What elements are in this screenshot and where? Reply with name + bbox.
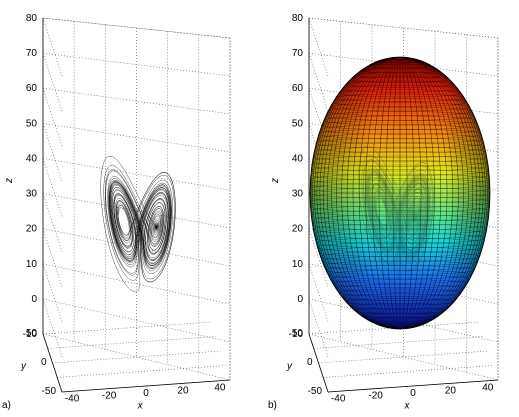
panel-a: -10 0 10 20 30 40 50 60 70 80 -40 -20 0 20 40 -50 0 50 z x y: [4, 13, 231, 412]
z-tick-label: 60: [292, 83, 304, 94]
z-gridline: [42, 228, 63, 287]
x-tick-label: 40: [482, 383, 494, 394]
floor-gridline: [323, 365, 494, 378]
axis-edge: [42, 17, 231, 39]
x-axis-label: x: [137, 401, 144, 412]
floor-gridline: [313, 336, 484, 349]
z-gridline: [308, 88, 329, 147]
axis-edge: [308, 333, 329, 393]
panel-label-b: b): [268, 400, 277, 411]
y-tick-label: -50: [42, 386, 57, 397]
z-tick-label: 0: [297, 294, 303, 305]
z-tick-label: -10: [289, 329, 304, 340]
x-tick-label: 40: [214, 383, 226, 394]
z-gridline: [42, 53, 63, 112]
z-axis-label: z: [4, 178, 15, 184]
axis-edge: [42, 333, 63, 393]
z-tick-label: 10: [26, 259, 38, 270]
z-gridline: [42, 193, 63, 252]
z-gridline: [42, 298, 63, 357]
z-tick-label: 50: [292, 118, 304, 129]
z-gridline: [308, 263, 329, 322]
z-tick-label: 80: [26, 13, 38, 24]
z-gridline: [42, 263, 231, 305]
x-tick-label: 20: [445, 385, 457, 396]
z-tick-label: 40: [292, 153, 304, 164]
y-tick-label: 0: [307, 357, 313, 368]
z-gridline: [42, 158, 63, 217]
axis-edge: [327, 379, 499, 393]
y-axis-label: y: [20, 361, 27, 372]
x-tick-label: -20: [368, 391, 383, 402]
y-tick-label: -50: [308, 386, 323, 397]
z-tick-label: 70: [292, 48, 304, 59]
z-gridline: [308, 333, 499, 381]
z-gridline: [42, 87, 231, 115]
lorenz-trajectory: [100, 155, 176, 293]
z-gridline: [42, 17, 63, 77]
z-gridline: [42, 52, 231, 77]
lorenz-trajectory-inside: [358, 145, 434, 283]
z-tick-label: 10: [292, 259, 304, 270]
z-tick-label: 80: [292, 13, 304, 24]
z-tick-label: 0: [31, 294, 37, 305]
y-tick-label: 50: [26, 328, 38, 339]
y-axis-label: y: [286, 361, 293, 372]
z-tick-label: 20: [26, 224, 38, 235]
x-tick-label: -40: [331, 393, 346, 404]
z-tick-label: 50: [26, 118, 38, 129]
z-tick-label: 40: [26, 153, 38, 164]
ellipsoid-shading: [310, 57, 490, 329]
z-gridline: [308, 298, 329, 357]
x-tick-label: -40: [65, 393, 80, 404]
z-tick-label: 20: [292, 224, 304, 235]
y-tick-label: 0: [41, 357, 47, 368]
x-axis-label: x: [404, 401, 411, 412]
panel-b: -10 0 10 20 30 40 50 60 70 80 -40 -20 0 20 40 -50 0 50 z x y: [270, 13, 499, 412]
z-tick-label: 60: [26, 83, 38, 94]
x-tick-label: 20: [177, 385, 189, 396]
floor-gridline: [47, 336, 216, 349]
axis-edge: [61, 379, 231, 393]
z-tick-label: 30: [292, 189, 304, 200]
z-axis-label: z: [270, 178, 281, 184]
z-gridline: [308, 17, 329, 77]
panel-label-a: a): [2, 400, 11, 411]
z-gridline: [308, 53, 329, 112]
z-gridline: [42, 88, 63, 147]
floor-gridline: [42, 321, 212, 335]
z-gridline: [308, 228, 329, 287]
z-tick-label: 30: [26, 189, 38, 200]
z-gridline: [42, 123, 63, 182]
z-gridline: [42, 263, 63, 322]
z-tick-label: 70: [26, 48, 38, 59]
x-tick-label: 0: [143, 388, 149, 399]
floor-gridline: [57, 365, 226, 378]
y-tick-label: 50: [292, 328, 304, 339]
x-tick-label: 0: [410, 388, 416, 399]
x-tick-label: -20: [102, 391, 117, 402]
z-tick-label: -10: [23, 329, 38, 340]
z-gridline: [42, 298, 231, 343]
floor-gridline: [52, 350, 221, 364]
